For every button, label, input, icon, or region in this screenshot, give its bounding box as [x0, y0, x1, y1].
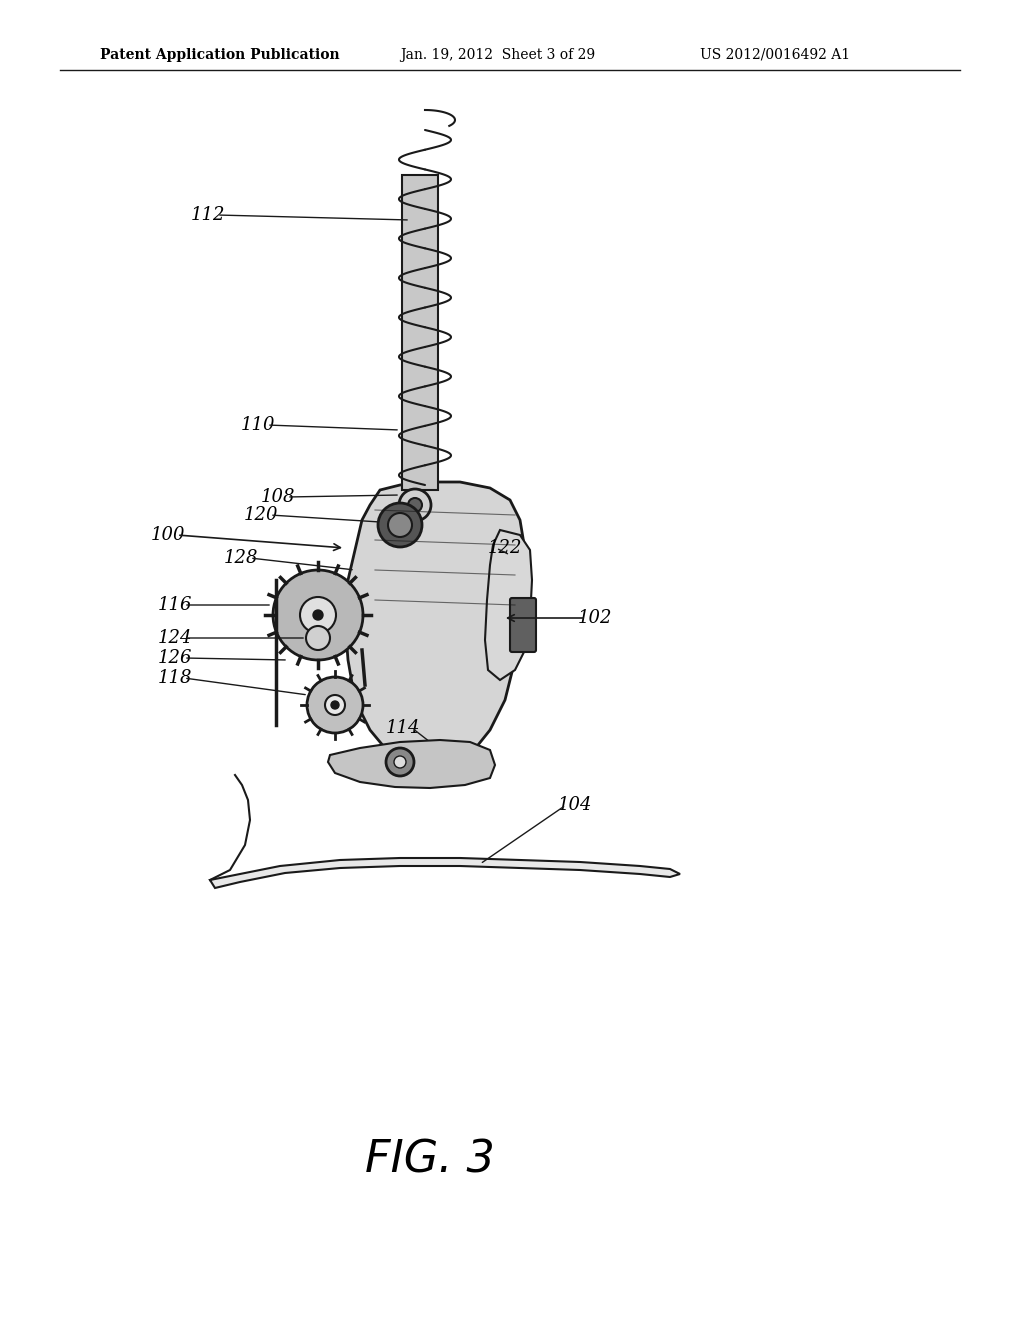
- Circle shape: [408, 498, 422, 512]
- Polygon shape: [485, 531, 532, 680]
- Text: 112: 112: [190, 206, 225, 224]
- Text: 110: 110: [241, 416, 275, 434]
- Text: 114: 114: [385, 719, 420, 737]
- Text: 104: 104: [558, 796, 593, 814]
- FancyBboxPatch shape: [510, 598, 536, 652]
- Polygon shape: [328, 741, 495, 788]
- Text: 120: 120: [244, 506, 278, 524]
- Text: FIG. 3: FIG. 3: [366, 1138, 495, 1181]
- Polygon shape: [402, 176, 438, 490]
- Text: 118: 118: [158, 669, 193, 686]
- Circle shape: [386, 748, 414, 776]
- Text: 122: 122: [488, 539, 522, 557]
- Circle shape: [307, 677, 362, 733]
- Text: Jan. 19, 2012  Sheet 3 of 29: Jan. 19, 2012 Sheet 3 of 29: [400, 48, 595, 62]
- Text: 128: 128: [223, 549, 258, 568]
- Text: Patent Application Publication: Patent Application Publication: [100, 48, 340, 62]
- Polygon shape: [345, 482, 525, 768]
- Polygon shape: [210, 858, 680, 888]
- Circle shape: [394, 756, 406, 768]
- Text: US 2012/0016492 A1: US 2012/0016492 A1: [700, 48, 850, 62]
- Circle shape: [306, 626, 330, 649]
- Circle shape: [331, 701, 339, 709]
- Text: 108: 108: [260, 488, 295, 506]
- Circle shape: [313, 610, 323, 620]
- Text: 116: 116: [158, 597, 193, 614]
- Circle shape: [388, 513, 412, 537]
- Circle shape: [378, 503, 422, 546]
- Text: 100: 100: [151, 525, 185, 544]
- Circle shape: [273, 570, 362, 660]
- Circle shape: [399, 488, 431, 521]
- Circle shape: [325, 696, 345, 715]
- Circle shape: [300, 597, 336, 634]
- Text: 102: 102: [578, 609, 612, 627]
- Text: 126: 126: [158, 649, 193, 667]
- Text: 124: 124: [158, 630, 193, 647]
